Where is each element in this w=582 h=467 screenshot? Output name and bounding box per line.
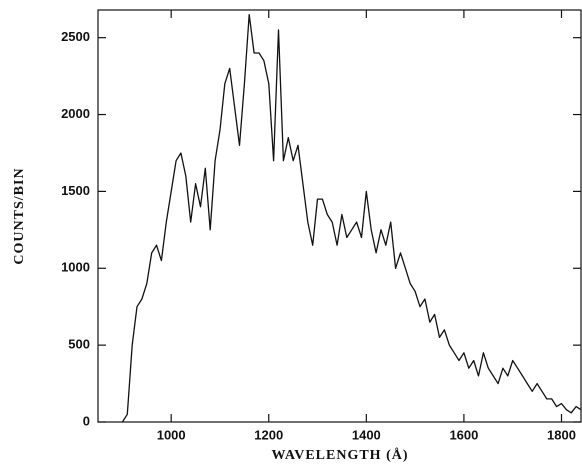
- x-tick-label: 1200: [254, 427, 283, 442]
- y-axis-label: COUNTS/BIN: [12, 167, 27, 264]
- y-tick-label: 1500: [61, 183, 90, 198]
- x-tick-label: 1600: [449, 427, 478, 442]
- plot-frame: [97, 9, 582, 423]
- x-tick-label: 1800: [547, 427, 576, 442]
- y-tick-label: 2500: [61, 29, 90, 44]
- x-tick-label: 1400: [352, 427, 381, 442]
- x-axis-label: WAVELENGTH (Å): [271, 447, 408, 463]
- y-tick-label: 1000: [61, 260, 90, 275]
- y-tick-label: 2000: [61, 106, 90, 121]
- spectrum-line: [121, 13, 582, 423]
- x-tick-label: 1000: [157, 427, 186, 442]
- y-tick-label: 500: [68, 337, 90, 352]
- y-tick-label: 0: [83, 413, 90, 428]
